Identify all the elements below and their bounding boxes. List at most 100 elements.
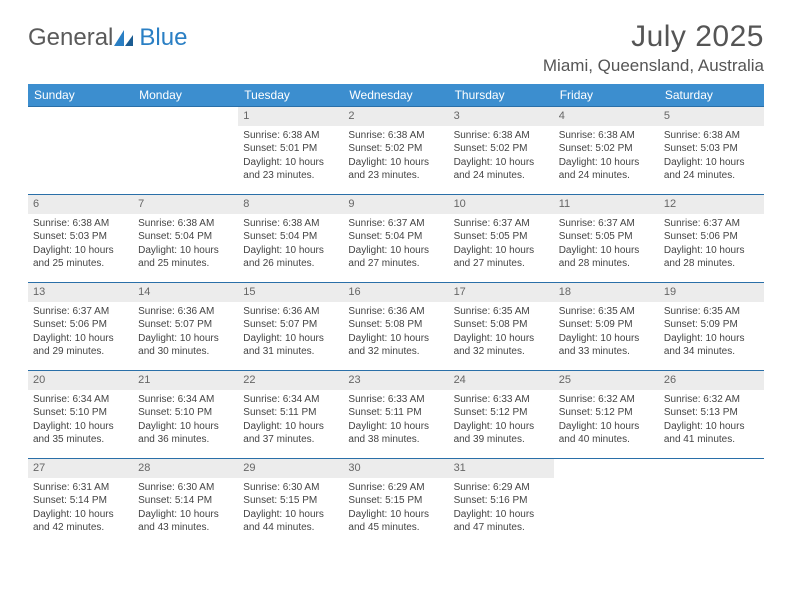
day-body: Sunrise: 6:37 AMSunset: 5:06 PMDaylight:… — [659, 214, 764, 275]
day-header: Friday — [554, 84, 659, 107]
sunrise-line: Sunrise: 6:38 AM — [454, 129, 549, 143]
day-number: 29 — [238, 459, 343, 478]
sunset-line: Sunset: 5:01 PM — [243, 142, 338, 156]
calendar-cell: 3Sunrise: 6:38 AMSunset: 5:02 PMDaylight… — [449, 107, 554, 195]
day-header: Wednesday — [343, 84, 448, 107]
sunset-line: Sunset: 5:07 PM — [243, 318, 338, 332]
sunset-line: Sunset: 5:07 PM — [138, 318, 233, 332]
sunset-line: Sunset: 5:15 PM — [243, 494, 338, 508]
sunrise-line: Sunrise: 6:36 AM — [243, 305, 338, 319]
day-number: 15 — [238, 283, 343, 302]
daylight-line: Daylight: 10 hours and 39 minutes. — [454, 420, 549, 447]
sunset-line: Sunset: 5:06 PM — [664, 230, 759, 244]
sunrise-line: Sunrise: 6:37 AM — [33, 305, 128, 319]
day-number: 20 — [28, 371, 133, 390]
day-body: Sunrise: 6:33 AMSunset: 5:12 PMDaylight:… — [449, 390, 554, 451]
daylight-line: Daylight: 10 hours and 41 minutes. — [664, 420, 759, 447]
logo: General Blue — [28, 24, 187, 52]
calendar-cell: 23Sunrise: 6:33 AMSunset: 5:11 PMDayligh… — [343, 371, 448, 459]
sunrise-line: Sunrise: 6:38 AM — [243, 129, 338, 143]
sunrise-line: Sunrise: 6:30 AM — [243, 481, 338, 495]
day-body: Sunrise: 6:36 AMSunset: 5:07 PMDaylight:… — [238, 302, 343, 363]
calendar-row: 27Sunrise: 6:31 AMSunset: 5:14 PMDayligh… — [28, 459, 764, 547]
sunrise-line: Sunrise: 6:36 AM — [138, 305, 233, 319]
day-number: 26 — [659, 371, 764, 390]
day-body: Sunrise: 6:38 AMSunset: 5:02 PMDaylight:… — [449, 126, 554, 187]
daylight-line: Daylight: 10 hours and 40 minutes. — [559, 420, 654, 447]
day-number: 23 — [343, 371, 448, 390]
day-body: Sunrise: 6:37 AMSunset: 5:05 PMDaylight:… — [554, 214, 659, 275]
daylight-line: Daylight: 10 hours and 32 minutes. — [454, 332, 549, 359]
daylight-line: Daylight: 10 hours and 47 minutes. — [454, 508, 549, 535]
header: General Blue July 2025 Miami, Queensland… — [28, 20, 764, 76]
day-number — [133, 107, 238, 126]
calendar-cell: 22Sunrise: 6:34 AMSunset: 5:11 PMDayligh… — [238, 371, 343, 459]
day-number: 7 — [133, 195, 238, 214]
day-header: Sunday — [28, 84, 133, 107]
sunrise-line: Sunrise: 6:31 AM — [33, 481, 128, 495]
calendar-cell: 21Sunrise: 6:34 AMSunset: 5:10 PMDayligh… — [133, 371, 238, 459]
day-header: Saturday — [659, 84, 764, 107]
sunrise-line: Sunrise: 6:38 AM — [559, 129, 654, 143]
sunset-line: Sunset: 5:12 PM — [559, 406, 654, 420]
title-block: July 2025 Miami, Queensland, Australia — [543, 20, 764, 76]
day-body: Sunrise: 6:32 AMSunset: 5:13 PMDaylight:… — [659, 390, 764, 451]
sunset-line: Sunset: 5:03 PM — [33, 230, 128, 244]
day-body: Sunrise: 6:33 AMSunset: 5:11 PMDaylight:… — [343, 390, 448, 451]
sunset-line: Sunset: 5:05 PM — [454, 230, 549, 244]
sunrise-line: Sunrise: 6:34 AM — [33, 393, 128, 407]
calendar-cell — [28, 107, 133, 195]
sunrise-line: Sunrise: 6:34 AM — [138, 393, 233, 407]
day-number: 4 — [554, 107, 659, 126]
calendar-cell: 31Sunrise: 6:29 AMSunset: 5:16 PMDayligh… — [449, 459, 554, 547]
sunrise-line: Sunrise: 6:29 AM — [454, 481, 549, 495]
daylight-line: Daylight: 10 hours and 35 minutes. — [33, 420, 128, 447]
day-body: Sunrise: 6:36 AMSunset: 5:08 PMDaylight:… — [343, 302, 448, 363]
day-body: Sunrise: 6:38 AMSunset: 5:03 PMDaylight:… — [28, 214, 133, 275]
day-number: 28 — [133, 459, 238, 478]
day-number: 13 — [28, 283, 133, 302]
calendar-cell: 17Sunrise: 6:35 AMSunset: 5:08 PMDayligh… — [449, 283, 554, 371]
day-number: 24 — [449, 371, 554, 390]
calendar-cell: 7Sunrise: 6:38 AMSunset: 5:04 PMDaylight… — [133, 195, 238, 283]
calendar-cell — [133, 107, 238, 195]
calendar-row: 20Sunrise: 6:34 AMSunset: 5:10 PMDayligh… — [28, 371, 764, 459]
day-body — [554, 478, 659, 485]
day-body: Sunrise: 6:36 AMSunset: 5:07 PMDaylight:… — [133, 302, 238, 363]
sunset-line: Sunset: 5:02 PM — [454, 142, 549, 156]
day-number — [28, 107, 133, 126]
sunrise-line: Sunrise: 6:37 AM — [559, 217, 654, 231]
daylight-line: Daylight: 10 hours and 42 minutes. — [33, 508, 128, 535]
daylight-line: Daylight: 10 hours and 23 minutes. — [243, 156, 338, 183]
calendar-cell: 16Sunrise: 6:36 AMSunset: 5:08 PMDayligh… — [343, 283, 448, 371]
day-body: Sunrise: 6:35 AMSunset: 5:08 PMDaylight:… — [449, 302, 554, 363]
calendar-cell: 26Sunrise: 6:32 AMSunset: 5:13 PMDayligh… — [659, 371, 764, 459]
sunset-line: Sunset: 5:09 PM — [664, 318, 759, 332]
calendar-cell: 27Sunrise: 6:31 AMSunset: 5:14 PMDayligh… — [28, 459, 133, 547]
day-number: 22 — [238, 371, 343, 390]
daylight-line: Daylight: 10 hours and 26 minutes. — [243, 244, 338, 271]
sunset-line: Sunset: 5:06 PM — [33, 318, 128, 332]
day-number: 18 — [554, 283, 659, 302]
sunrise-line: Sunrise: 6:32 AM — [559, 393, 654, 407]
sunrise-line: Sunrise: 6:38 AM — [33, 217, 128, 231]
sunset-line: Sunset: 5:14 PM — [33, 494, 128, 508]
calendar-cell: 10Sunrise: 6:37 AMSunset: 5:05 PMDayligh… — [449, 195, 554, 283]
daylight-line: Daylight: 10 hours and 32 minutes. — [348, 332, 443, 359]
sunrise-line: Sunrise: 6:38 AM — [138, 217, 233, 231]
sunset-line: Sunset: 5:09 PM — [559, 318, 654, 332]
month-title: July 2025 — [543, 20, 764, 54]
sunrise-line: Sunrise: 6:33 AM — [454, 393, 549, 407]
calendar-cell: 2Sunrise: 6:38 AMSunset: 5:02 PMDaylight… — [343, 107, 448, 195]
sunset-line: Sunset: 5:04 PM — [243, 230, 338, 244]
daylight-line: Daylight: 10 hours and 24 minutes. — [559, 156, 654, 183]
calendar-row: 6Sunrise: 6:38 AMSunset: 5:03 PMDaylight… — [28, 195, 764, 283]
calendar-cell: 6Sunrise: 6:38 AMSunset: 5:03 PMDaylight… — [28, 195, 133, 283]
daylight-line: Daylight: 10 hours and 24 minutes. — [664, 156, 759, 183]
day-body: Sunrise: 6:30 AMSunset: 5:15 PMDaylight:… — [238, 478, 343, 539]
calendar-cell: 5Sunrise: 6:38 AMSunset: 5:03 PMDaylight… — [659, 107, 764, 195]
daylight-line: Daylight: 10 hours and 27 minutes. — [348, 244, 443, 271]
day-header-row: Sunday Monday Tuesday Wednesday Thursday… — [28, 84, 764, 107]
calendar-cell: 18Sunrise: 6:35 AMSunset: 5:09 PMDayligh… — [554, 283, 659, 371]
sunset-line: Sunset: 5:02 PM — [348, 142, 443, 156]
